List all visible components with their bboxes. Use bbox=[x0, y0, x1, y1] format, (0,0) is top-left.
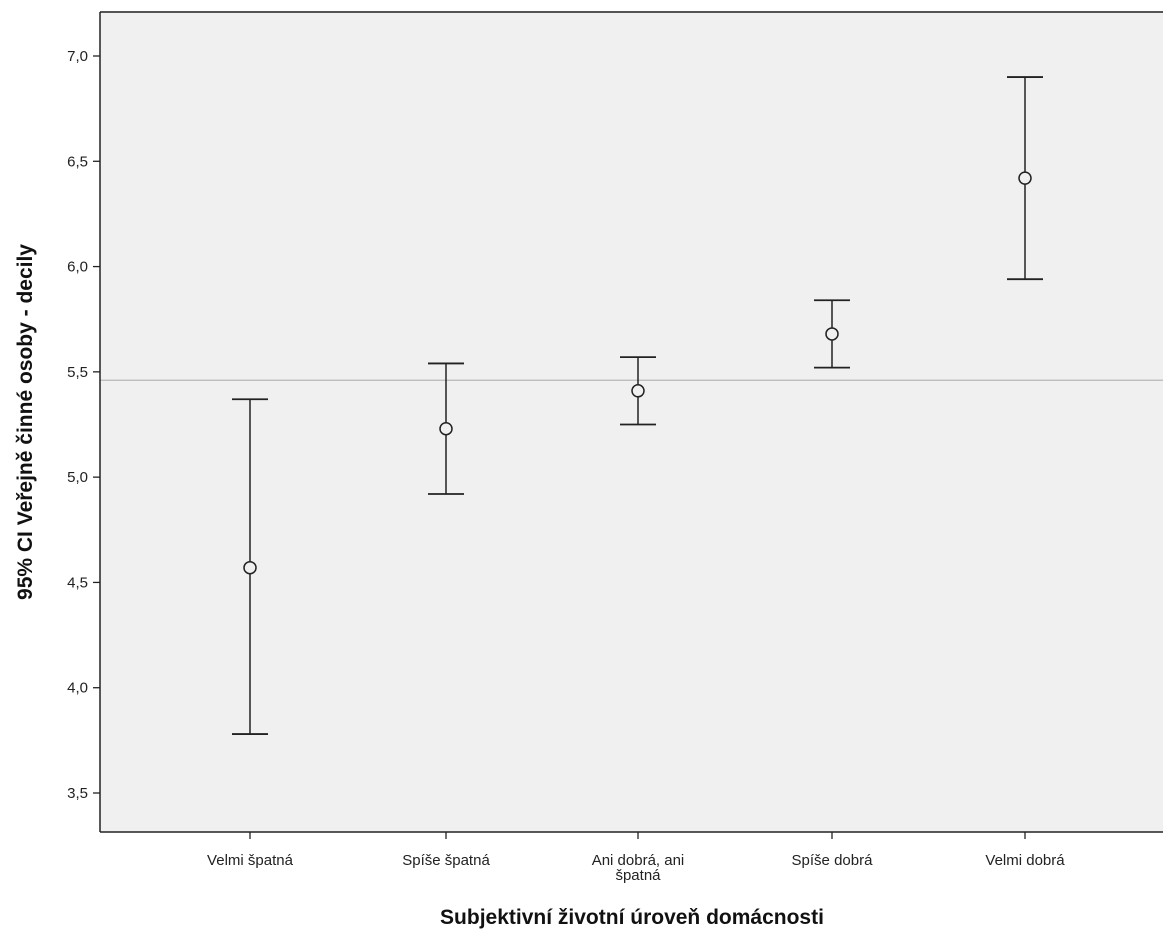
x-tick-label: Spíše dobrá bbox=[792, 852, 874, 869]
error-bar bbox=[620, 356, 656, 426]
error-bar bbox=[814, 299, 850, 369]
error-bar bbox=[1007, 76, 1043, 281]
mean-point bbox=[631, 384, 645, 398]
y-tick-label: 5,5 bbox=[67, 364, 88, 381]
x-axis-title: Subjektivní životní úroveň domácnosti bbox=[440, 906, 824, 929]
y-tick-label: 7,0 bbox=[67, 48, 88, 65]
y-tick-label: 4,5 bbox=[67, 574, 88, 591]
mean-point bbox=[243, 560, 257, 575]
x-tick-label: Ani dobrá, ani bbox=[592, 852, 685, 869]
error-bar bbox=[428, 362, 464, 495]
x-tick-label: Velmi dobrá bbox=[985, 852, 1065, 869]
y-tick-label: 4,0 bbox=[67, 680, 88, 697]
mean-point bbox=[1018, 171, 1032, 185]
error-bar bbox=[232, 398, 268, 735]
plot-area bbox=[100, 12, 1163, 832]
mean-point bbox=[439, 421, 453, 436]
x-tick-label: Velmi špatná bbox=[207, 852, 294, 869]
x-tick-label: špatná bbox=[615, 867, 661, 884]
y-tick-label: 5,0 bbox=[67, 469, 88, 486]
mean-point bbox=[825, 327, 839, 341]
y-axis-title: 95% CI Veřejně činné osoby - decily bbox=[14, 244, 37, 600]
y-tick-label: 6,0 bbox=[67, 259, 88, 276]
y-tick-label: 3,5 bbox=[67, 785, 88, 802]
y-tick-label: 6,5 bbox=[67, 153, 88, 170]
x-tick-label: Spíše špatná bbox=[402, 852, 490, 869]
